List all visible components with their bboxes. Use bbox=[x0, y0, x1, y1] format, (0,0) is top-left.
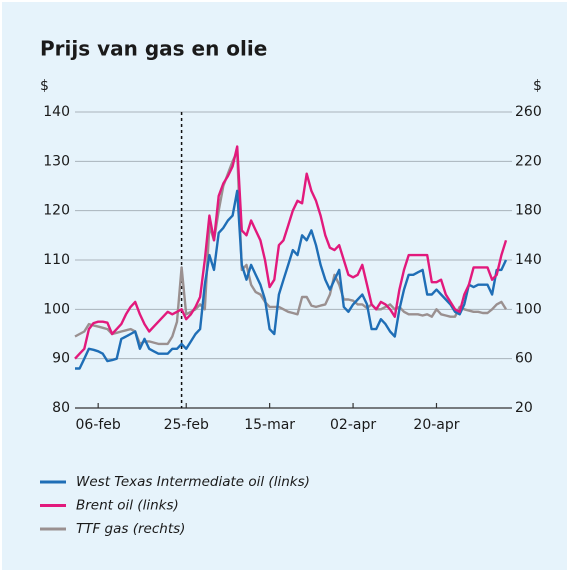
x-tick-label: 20-apr bbox=[413, 417, 459, 433]
y-tick-label: 90 bbox=[52, 351, 70, 367]
y-tick-label: 120 bbox=[43, 203, 70, 219]
x-tick-label: 02-apr bbox=[330, 417, 376, 433]
y2-tick-label: 100 bbox=[515, 301, 542, 317]
y-axis-label: $ bbox=[40, 78, 49, 94]
legend-label: Brent oil (links) bbox=[76, 498, 179, 514]
legend-label: West Texas Intermediate oil (links) bbox=[76, 474, 310, 490]
y2-tick-label: 220 bbox=[515, 153, 542, 169]
series-line bbox=[74, 145, 508, 360]
x-tick-label: 06-feb bbox=[76, 417, 121, 433]
x-tick-label: 15-mar bbox=[244, 417, 295, 433]
y-tick-label: 80 bbox=[52, 400, 70, 416]
y-tick-label: 130 bbox=[43, 153, 70, 169]
x-tick-label: 25-feb bbox=[164, 417, 209, 433]
legend-label: TTF gas (rechts) bbox=[76, 521, 185, 537]
y2-tick-label: 140 bbox=[515, 252, 542, 268]
y2-tick-label: 260 bbox=[515, 104, 542, 120]
y-tick-label: 100 bbox=[43, 301, 70, 317]
chart-title: Prijs van gas en olie bbox=[40, 37, 267, 61]
y2-tick-label: 180 bbox=[515, 203, 542, 219]
y2-axis-label: $ bbox=[533, 78, 542, 94]
series-line bbox=[75, 189, 508, 370]
y-tick-label: 140 bbox=[43, 104, 70, 120]
y2-tick-label: 20 bbox=[515, 400, 533, 416]
y-tick-label: 110 bbox=[43, 252, 70, 268]
y2-tick-label: 60 bbox=[515, 351, 533, 367]
